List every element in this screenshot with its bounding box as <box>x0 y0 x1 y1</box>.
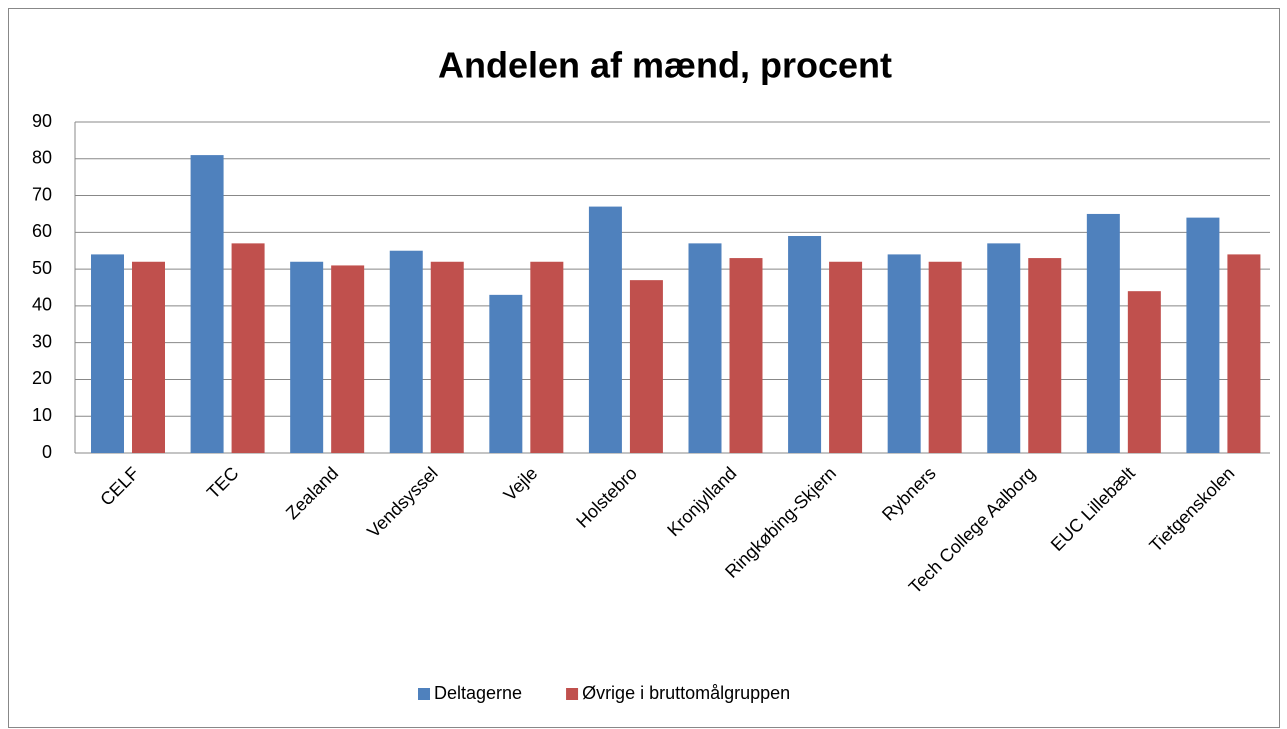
bar <box>1086 213 1120 453</box>
y-tick-label: 10 <box>32 405 52 425</box>
bar <box>231 243 265 453</box>
bar <box>629 280 663 453</box>
y-tick-label: 0 <box>42 442 52 462</box>
bar <box>389 250 423 453</box>
bar <box>530 261 564 453</box>
bar <box>91 254 124 453</box>
y-tick-label: 90 <box>32 111 52 131</box>
bar <box>887 254 921 453</box>
bar <box>829 261 863 453</box>
bar <box>588 206 622 453</box>
bar <box>788 236 822 453</box>
chart-title: Andelen af mænd, procent <box>438 45 892 86</box>
legend-label: Øvrige i bruttomålgruppen <box>582 683 790 703</box>
bar <box>1028 258 1062 453</box>
y-tick-label: 30 <box>32 331 52 351</box>
bar <box>430 261 464 453</box>
bar <box>331 265 365 453</box>
legend-label: Deltagerne <box>434 683 522 703</box>
bar <box>729 258 763 453</box>
y-tick-label: 80 <box>32 148 52 168</box>
bar <box>489 294 523 453</box>
bar <box>1127 291 1161 453</box>
bar <box>290 261 324 453</box>
bar <box>1227 254 1261 453</box>
bar <box>190 155 224 453</box>
y-tick-label: 60 <box>32 221 52 241</box>
y-tick-label: 40 <box>32 295 52 315</box>
bar <box>132 261 165 453</box>
bar <box>1186 217 1220 453</box>
bar <box>987 243 1021 453</box>
bar <box>928 261 962 453</box>
y-tick-label: 50 <box>32 258 52 278</box>
y-tick-label: 70 <box>32 184 52 204</box>
bar <box>688 243 722 453</box>
legend-swatch <box>566 688 579 700</box>
legend-swatch <box>418 688 430 700</box>
y-tick-label: 20 <box>32 368 52 388</box>
